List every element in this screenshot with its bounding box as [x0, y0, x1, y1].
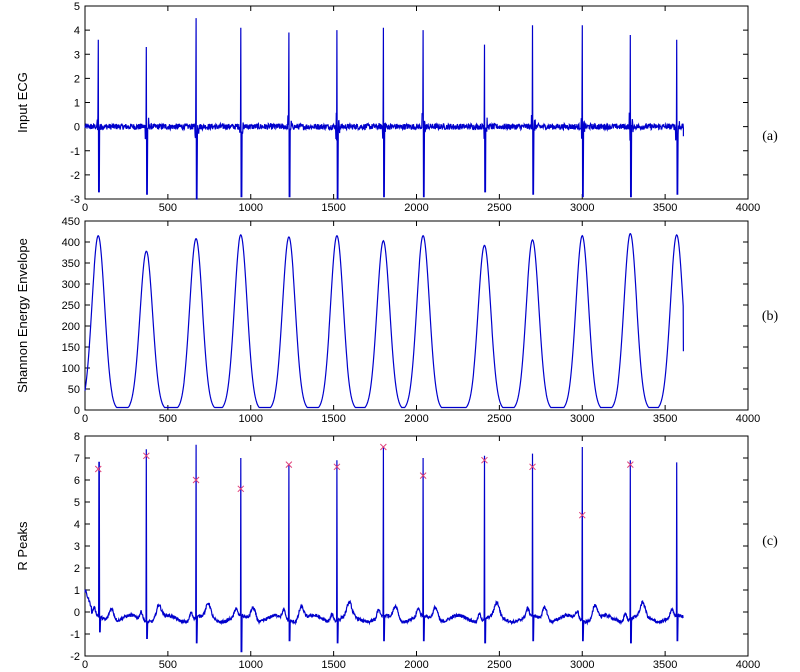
x-tick-label: 3500 [653, 413, 677, 425]
signal-line [84, 444, 684, 653]
y-tick-label: 4 [74, 25, 80, 37]
x-tick-label: 4000 [736, 202, 760, 214]
x-tick-label: 3500 [653, 659, 677, 671]
y-tick-label: 2 [74, 563, 80, 575]
x-tick-label: 3500 [653, 202, 677, 214]
r-peak-marker [333, 463, 341, 471]
y-tick-label: 300 [62, 279, 80, 291]
y-tick-label: 3 [74, 49, 80, 61]
x-tick-label: 0 [82, 413, 88, 425]
axes-box [84, 5, 749, 200]
y-axis-label: Shannon Energy Envelope [15, 238, 30, 393]
y-tick-label: -3 [70, 194, 80, 206]
y-tick-label: 0 [74, 607, 80, 619]
x-tick-label: 3000 [570, 202, 594, 214]
x-tick-label: 1000 [239, 659, 263, 671]
r-peak-marker [142, 452, 150, 460]
y-tick-label: 1 [74, 585, 80, 597]
y-tick-label: 8 [74, 431, 80, 443]
y-tick-label: 150 [62, 342, 80, 354]
x-tick-label: 1500 [321, 413, 345, 425]
x-tick-label: 2500 [487, 202, 511, 214]
x-tick-label: 2500 [487, 659, 511, 671]
panel-label: (c) [762, 534, 778, 549]
y-tick-label: 5 [74, 497, 80, 509]
panel-label: (b) [762, 309, 779, 324]
y-tick-label: 250 [62, 300, 80, 312]
y-axis-label: Input ECG [15, 72, 30, 133]
r-peak-marker [94, 465, 102, 473]
x-tick-label: 3000 [570, 413, 594, 425]
x-tick-label: 1500 [321, 659, 345, 671]
x-tick-label: 500 [159, 659, 177, 671]
x-tick-label: 500 [159, 413, 177, 425]
x-tick-label: 1000 [239, 413, 263, 425]
panel-c: 0 500 1000 1500 2000 2500 3000 3500 4000 -2 -1 0 1 2 3… [15, 431, 778, 671]
r-peak-marker [237, 485, 245, 493]
y-tick-label: 50 [68, 384, 80, 396]
y-tick-label: -2 [70, 651, 80, 663]
y-tick-label: 3 [74, 541, 80, 553]
y-tick-label: 400 [62, 237, 80, 249]
r-peak-marker [419, 472, 427, 479]
y-tick-label: 200 [62, 321, 80, 333]
r-peak-marker [192, 476, 200, 484]
x-tick-label: 0 [82, 659, 88, 671]
x-tick-label: 2000 [404, 659, 428, 671]
y-tick-label: -1 [70, 146, 80, 158]
signal-line [84, 18, 684, 200]
y-tick-label: 0 [74, 405, 80, 417]
y-tick-label: 100 [62, 363, 80, 375]
x-tick-label: 4000 [736, 413, 760, 425]
y-tick-label: -2 [70, 170, 80, 182]
y-tick-label: 0 [74, 122, 80, 134]
x-tick-label: 1000 [239, 202, 263, 214]
x-tick-label: 0 [82, 202, 88, 214]
y-tick-label: 5 [74, 1, 80, 13]
axes-box [84, 435, 749, 657]
x-tick-label: 3000 [570, 659, 594, 671]
y-tick-label: 450 [62, 216, 80, 228]
y-tick-label: -1 [70, 629, 80, 641]
y-tick-label: 1 [74, 98, 80, 110]
r-peak-marker [481, 456, 488, 464]
signal-line [84, 233, 684, 409]
y-tick-label: 2 [74, 73, 80, 85]
r-peak-marker [578, 511, 586, 519]
y-tick-label: 7 [74, 453, 80, 465]
x-tick-label: 1500 [321, 202, 345, 214]
x-tick-label: 4000 [736, 659, 760, 671]
panel-label: (a) [762, 129, 778, 144]
y-tick-label: 4 [74, 519, 80, 531]
x-tick-label: 2500 [487, 413, 511, 425]
y-tick-label: 6 [74, 475, 80, 487]
panel-a: 0 500 1000 1500 2000 2500 3000 3500 4000 -3 -2 -1 0 1… [15, 1, 778, 214]
y-axis-label: R Peaks [15, 521, 30, 571]
x-tick-label: 2000 [404, 413, 428, 425]
r-peak-marker [626, 461, 634, 468]
x-tick-label: 2000 [404, 202, 428, 214]
x-tick-label: 500 [159, 202, 177, 214]
r-peak-marker [529, 463, 536, 471]
r-peak-marker [379, 443, 387, 451]
r-peak-marker [285, 461, 293, 468]
panel-b: 0 500 1000 1500 2000 2500 3000 3500 4000 0 50 100 15… [15, 216, 778, 425]
y-tick-label: 350 [62, 258, 80, 270]
